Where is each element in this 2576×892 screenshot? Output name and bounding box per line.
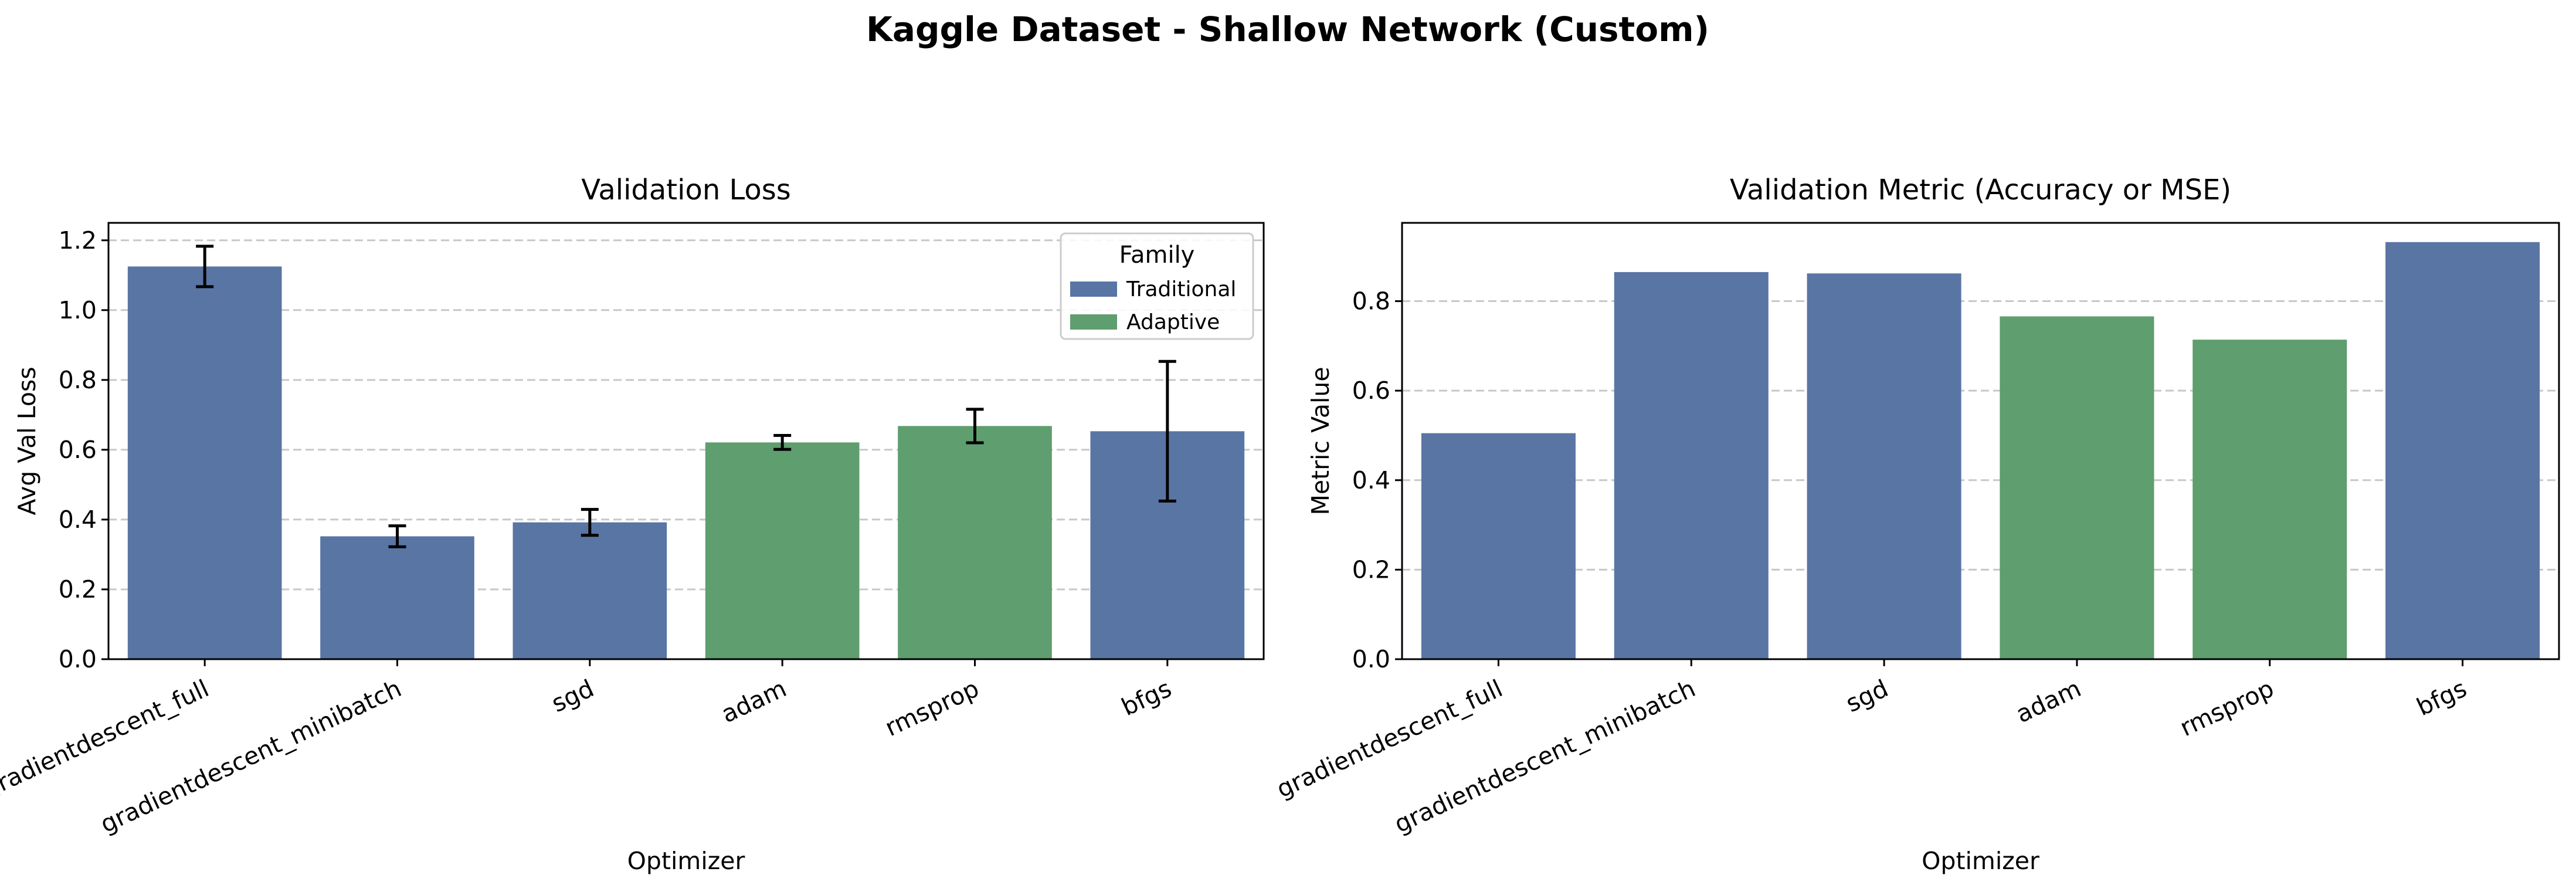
x-tick-label-rmsprop: rmsprop	[2175, 674, 2278, 742]
bar-rmsprop	[2193, 340, 2347, 659]
figure-title: Kaggle Dataset - Shallow Network (Custom…	[866, 9, 1709, 49]
y-axis-label: Avg Val Loss	[13, 367, 41, 515]
bar-gradientdescent_full	[1421, 433, 1576, 659]
validation-metric-panel: 0.00.20.40.60.8gradientdescent_fullgradi…	[1272, 174, 2560, 875]
bar-gradientdescent_minibatch	[320, 536, 474, 659]
x-axis-label: Optimizer	[1922, 847, 2039, 875]
y-tick-label: 1.0	[59, 296, 97, 324]
y-axis-label: Metric Value	[1306, 367, 1335, 515]
legend-swatch-adaptive	[1070, 314, 1117, 330]
panel-title: Validation Metric (Accuracy or MSE)	[1730, 174, 2231, 206]
y-tick-label: 0.4	[59, 506, 97, 534]
legend-label-traditional: Traditional	[1126, 277, 1236, 301]
x-axis-label: Optimizer	[627, 847, 745, 875]
y-tick-label: 0.6	[1352, 377, 1390, 405]
legend-title: Family	[1119, 242, 1195, 269]
panel-title: Validation Loss	[581, 174, 791, 206]
bar-gradientdescent_full	[127, 266, 282, 659]
bar-rmsprop	[898, 426, 1052, 659]
x-tick-label-adam: adam	[717, 674, 791, 729]
y-tick-label: 0.6	[59, 436, 97, 464]
y-tick-label: 0.0	[1352, 645, 1390, 673]
y-tick-label: 0.8	[1352, 287, 1390, 316]
x-tick-label-gradientdescent_minibatch: gradientdescent_minibatch	[96, 674, 406, 839]
x-tick-label-sgd: sgd	[547, 674, 598, 718]
x-tick-label-sgd: sgd	[1841, 674, 1892, 718]
x-tick-label-gradientdescent_minibatch: gradientdescent_minibatch	[1390, 674, 1700, 839]
x-tick-label-bfgs: bfgs	[1117, 674, 1176, 722]
bar-sgd	[1807, 273, 1961, 660]
y-tick-label: 0.2	[1352, 555, 1390, 584]
legend-swatch-traditional	[1070, 281, 1117, 297]
y-tick-label: 1.2	[59, 226, 97, 255]
y-tick-label: 0.2	[59, 575, 97, 603]
x-tick-label-rmsprop: rmsprop	[881, 674, 983, 742]
bar-bfgs	[2385, 242, 2540, 659]
y-tick-label: 0.0	[59, 645, 97, 673]
y-tick-label: 0.4	[1352, 466, 1390, 494]
bar-gradientdescent_minibatch	[1614, 272, 1769, 659]
bar-adam	[705, 442, 860, 659]
legend-box	[1060, 232, 1254, 340]
x-tick-label-adam: adam	[2012, 674, 2086, 729]
legend: Family Traditional Adaptive	[1060, 232, 1254, 340]
legend-label-adaptive: Adaptive	[1126, 310, 1220, 334]
validation-loss-panel: 0.00.20.40.60.81.01.2gradientdescent_ful…	[0, 174, 1265, 875]
x-tick-label-bfgs: bfgs	[2412, 674, 2471, 722]
bar-adam	[2000, 316, 2154, 659]
bar-sgd	[513, 522, 667, 659]
y-tick-label: 0.8	[59, 366, 97, 394]
axes-frame	[107, 222, 1265, 660]
axes-frame	[1401, 222, 2560, 660]
